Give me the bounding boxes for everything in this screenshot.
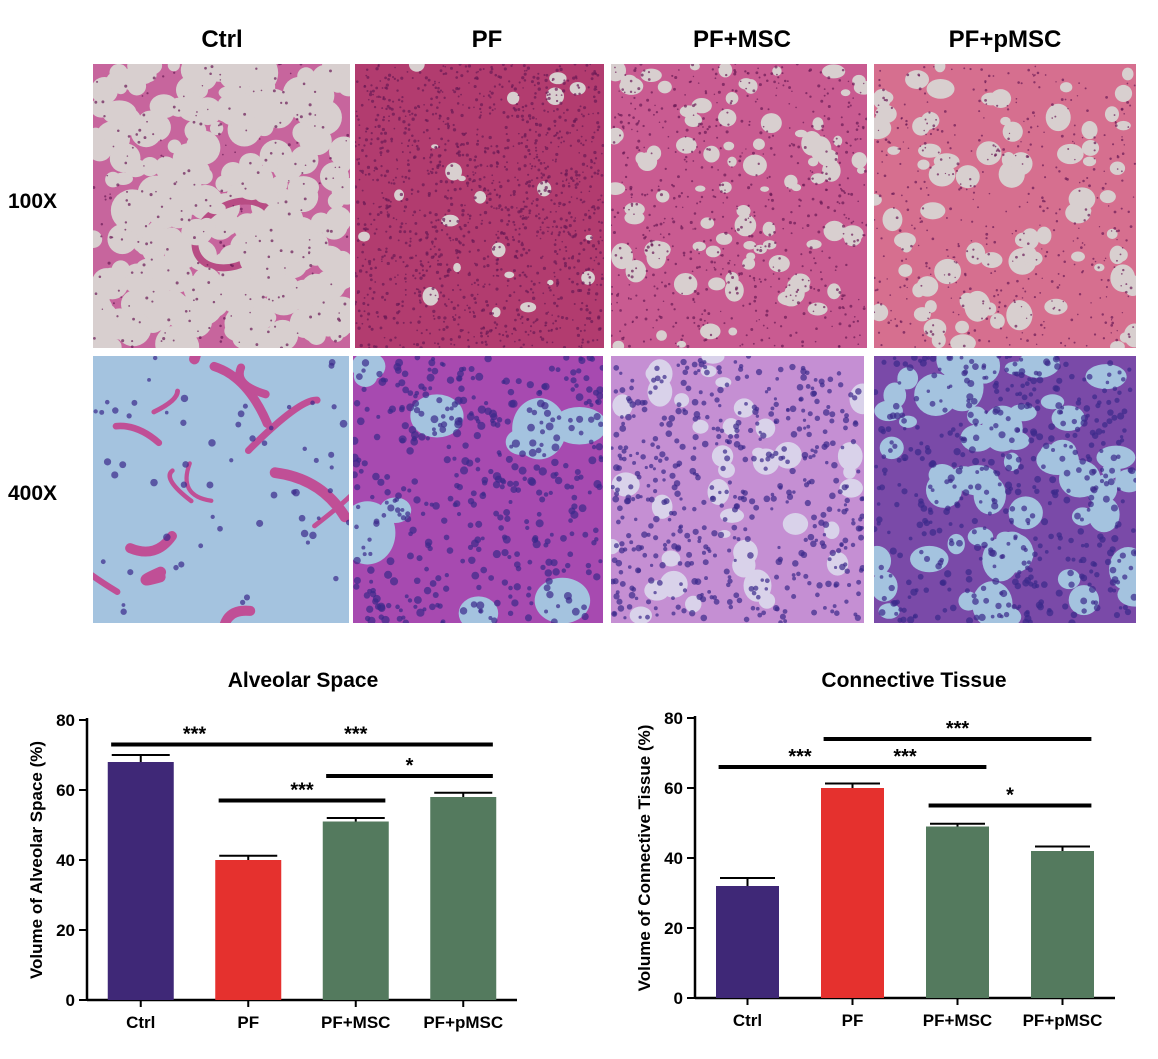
micrograph-pf-msc-400x <box>611 356 864 623</box>
chart-title: Alveolar Space <box>228 669 379 692</box>
y-axis-label: Volume of Connective Tissue (%) <box>635 725 654 992</box>
bar-pf-msc <box>322 821 389 1000</box>
x-tick-label: PF <box>237 1013 259 1032</box>
column-label-ctrl: Ctrl <box>201 26 243 53</box>
micrograph-ctrl-100x <box>93 64 350 348</box>
x-tick-label: PF+pMSC <box>423 1013 503 1032</box>
y-tick-label: 20 <box>56 921 75 940</box>
significance-label: *** <box>290 780 314 802</box>
y-tick-label: 40 <box>56 851 75 870</box>
x-tick-label: Ctrl <box>733 1011 762 1030</box>
y-tick-label: 40 <box>664 849 683 868</box>
bar-pf-msc <box>926 826 989 998</box>
y-tick-label: 80 <box>664 709 683 728</box>
bar-pf-pmsc <box>430 797 497 1000</box>
row-label-400x: 400X <box>8 482 58 505</box>
x-tick-label: PF <box>842 1011 864 1030</box>
micrograph-pf-400x <box>353 356 603 623</box>
micrograph-ctrl-400x <box>93 356 349 623</box>
significance-label: *** <box>893 746 917 768</box>
chart-title: Connective Tissue <box>821 669 1006 692</box>
x-tick-label: Ctrl <box>126 1013 155 1032</box>
chart-connective-tissue: Connective Tissue Volume of Connective Ti… <box>635 669 1115 1030</box>
significance-label: *** <box>788 746 812 768</box>
bar-ctrl <box>107 762 174 1000</box>
y-tick-label: 60 <box>664 779 683 798</box>
x-tick-label: PF+MSC <box>321 1013 390 1032</box>
column-label-pf-msc: PF+MSC <box>692 26 791 53</box>
y-tick-label: 0 <box>66 991 75 1010</box>
x-tick-label: PF+pMSC <box>1023 1011 1103 1030</box>
significance-label: * <box>406 755 414 777</box>
x-tick-label: PF+MSC <box>923 1011 992 1030</box>
y-tick-label: 60 <box>56 781 75 800</box>
bar-ctrl <box>716 886 779 998</box>
y-axis-label: Volume of Alveolar Space (%) <box>27 741 46 979</box>
significance-label: *** <box>183 724 207 746</box>
bar-pf <box>215 860 282 1000</box>
y-tick-label: 0 <box>674 989 683 1008</box>
y-tick-label: 80 <box>56 711 75 730</box>
bar-pf <box>821 788 884 998</box>
bar-pf-pmsc <box>1031 851 1094 998</box>
row-label-100x: 100X <box>8 190 58 213</box>
significance-label: *** <box>344 724 368 746</box>
micrograph-pf-100x <box>355 64 604 348</box>
significance-label: * <box>1006 785 1014 807</box>
significance-label: *** <box>946 718 970 740</box>
y-tick-label: 20 <box>664 919 683 938</box>
column-label-pf: PF <box>471 26 503 53</box>
micrograph-pf-pmsc-400x <box>874 356 1136 623</box>
micrograph-pf-pmsc-100x <box>874 64 1136 348</box>
micrograph-pf-msc-100x <box>611 64 867 348</box>
column-label-pf-pmsc: PF+pMSC <box>948 26 1062 53</box>
chart-alveolar-space: Alveolar Space Volume of Alveolar Space (… <box>27 669 517 1032</box>
